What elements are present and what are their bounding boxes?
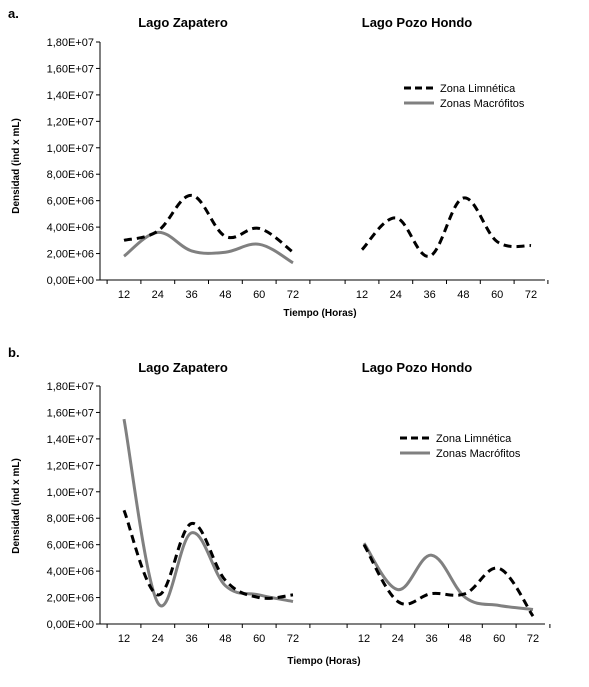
legend-label-macrofitos: Zonas Macrófitos — [440, 98, 525, 110]
y-tick-label: 0,00E+00 — [47, 275, 94, 287]
y-tick-label: 1,00E+07 — [47, 487, 94, 499]
y-tick-label: 8,00E+06 — [47, 513, 94, 525]
x-tick-label: 12 — [118, 633, 130, 645]
series-line-zonas-macrofitos — [362, 542, 534, 611]
series-line-zona-limnetica — [362, 543, 535, 617]
series-line-zonas-macrofitos — [123, 230, 294, 265]
panel-b: b. Lago Zapatero Lago Pozo Hondo Densida… — [8, 345, 551, 667]
x-tick-label: 60 — [253, 289, 265, 301]
x-axis-title: Tiempo (Horas) — [283, 308, 356, 319]
y-tick-label: 1,60E+07 — [47, 407, 94, 419]
y-tick-label: 1,80E+07 — [47, 37, 94, 49]
y-tick-label: 1,60E+07 — [47, 63, 94, 75]
x-tick-label: 36 — [185, 289, 197, 301]
legend-label-limnetica: Zona Limnética — [436, 433, 512, 445]
y-tick-label: 1,80E+07 — [47, 381, 94, 393]
plot-area — [123, 193, 532, 265]
y-axis-title: Densidad (ind x mL) — [11, 118, 22, 214]
y-tick-label: 4,00E+06 — [47, 222, 94, 234]
y-tick-label: 1,40E+07 — [47, 90, 94, 102]
y-axis: 0,00E+00 2,00E+06 4,00E+06 6,00E+06 8,00E+06… — [47, 381, 101, 631]
series-line-zona-limnetica — [123, 193, 294, 254]
x-tick-label: 12 — [358, 633, 370, 645]
x-tick-label: 60 — [493, 633, 505, 645]
x-tick-label: 24 — [152, 289, 164, 301]
y-tick-label: 6,00E+06 — [47, 196, 94, 208]
legend: Zona Limnética Zonas Macrófitos — [404, 83, 525, 110]
plot-area — [122, 418, 535, 617]
x-tick-label: 36 — [185, 633, 197, 645]
x-tick-label: 48 — [219, 633, 231, 645]
y-tick-label: 1,20E+07 — [47, 116, 94, 128]
y-tick-label: 1,20E+07 — [47, 460, 94, 472]
chart-title-zapatero: Lago Zapatero — [138, 360, 228, 375]
panel-label: b. — [8, 345, 20, 360]
y-tick-label: 1,00E+07 — [47, 143, 94, 155]
series-line-zonas-macrofitos — [122, 418, 294, 608]
x-tick-label: 60 — [253, 633, 265, 645]
chart-title-pozo-hondo: Lago Pozo Hondo — [362, 360, 473, 375]
y-tick-label: 4,00E+06 — [47, 566, 94, 578]
x-tick-label: 12 — [356, 289, 368, 301]
legend-label-macrofitos: Zonas Macrófitos — [436, 448, 521, 460]
x-tick-label: 12 — [118, 289, 130, 301]
x-tick-label: 24 — [152, 633, 164, 645]
series-line-zona-limnetica — [122, 509, 294, 600]
y-tick-label: 8,00E+06 — [47, 169, 94, 181]
x-axis: 12 24 36 48 60 72 12 24 36 48 60 72 — [100, 279, 549, 301]
x-tick-label: 60 — [491, 289, 503, 301]
x-tick-label: 72 — [525, 289, 537, 301]
panel-a: a. Lago Zapatero Lago Pozo Hondo Densida… — [8, 6, 549, 319]
y-tick-label: 1,40E+07 — [47, 434, 94, 446]
chart-title-pozo-hondo: Lago Pozo Hondo — [362, 15, 473, 30]
y-tick-label: 2,00E+06 — [47, 593, 94, 605]
y-tick-label: 0,00E+00 — [47, 619, 94, 631]
y-axis: 0,00E+00 2,00E+06 4,00E+06 6,00E+06 8,00E+06… — [47, 37, 101, 287]
x-tick-label: 48 — [457, 289, 469, 301]
y-axis-title: Densidad (ind x mL) — [11, 458, 22, 554]
panel-label: a. — [8, 6, 19, 21]
x-axis-title: Tiempo (Horas) — [287, 656, 360, 667]
x-tick-label: 72 — [287, 289, 299, 301]
y-tick-label: 2,00E+06 — [47, 249, 94, 261]
x-tick-label: 72 — [287, 633, 299, 645]
x-tick-label: 24 — [392, 633, 404, 645]
legend: Zona Limnética Zonas Macrófitos — [400, 433, 521, 460]
x-axis: 12 24 36 48 60 72 12 24 36 48 60 72 — [100, 623, 551, 645]
x-tick-label: 36 — [425, 633, 437, 645]
y-tick-label: 6,00E+06 — [47, 540, 94, 552]
legend-label-limnetica: Zona Limnética — [440, 83, 516, 95]
x-tick-label: 48 — [459, 633, 471, 645]
x-tick-label: 24 — [390, 289, 402, 301]
x-tick-label: 48 — [219, 289, 231, 301]
series-line-zona-limnetica — [360, 196, 532, 258]
x-tick-label: 36 — [423, 289, 435, 301]
x-tick-label: 72 — [527, 633, 539, 645]
chart-title-zapatero: Lago Zapatero — [138, 15, 228, 30]
